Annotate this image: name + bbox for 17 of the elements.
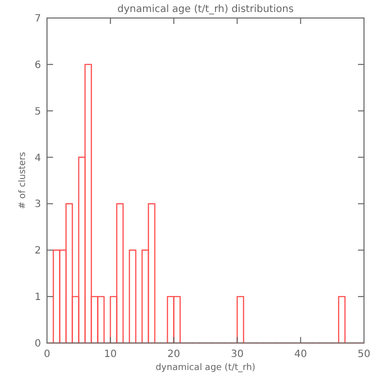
y-tick-label: 4 [34, 152, 41, 164]
y-tick-label: 7 [34, 14, 41, 24]
y-tick-label: 0 [34, 338, 41, 350]
chart-title: dynamical age (t/t_rh) distributions [117, 4, 294, 15]
x-axis-title: dynamical age (t/t_rh) [156, 363, 256, 373]
y-tick-label: 2 [34, 246, 41, 257]
y-tick-label: 5 [34, 106, 41, 118]
y-tick-label: 3 [34, 199, 41, 210]
y-tick-label: 1 [34, 292, 41, 304]
x-tick-label: 30 [230, 349, 244, 360]
y-axis-title: # of clusters [18, 152, 28, 210]
x-tick-label: 40 [294, 349, 307, 360]
x-tick-label: 50 [358, 349, 370, 360]
x-tick-label: 20 [167, 349, 180, 360]
y-tick-label: 6 [34, 60, 41, 71]
x-tick-label: 10 [104, 349, 117, 360]
x-tick-label: 0 [44, 349, 50, 360]
